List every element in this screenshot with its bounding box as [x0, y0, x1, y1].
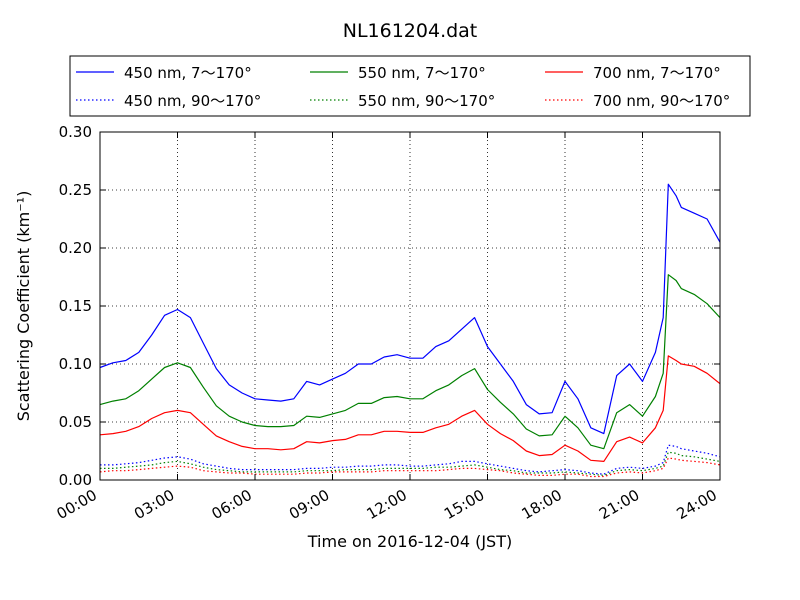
- series-line-1: [99, 183, 721, 435]
- y-tick-label: 0.20: [59, 239, 92, 257]
- series-line-4: [100, 451, 721, 476]
- y-tick-label: 0.30: [59, 123, 92, 141]
- legend-label: 550 nm, 90～170°: [358, 92, 495, 110]
- y-tick-label: 0.00: [59, 471, 92, 489]
- x-axis-label: Time on 2016-12-04 (JST): [307, 532, 512, 551]
- series-line-6: [99, 457, 721, 478]
- grid: [100, 132, 720, 480]
- legend-label: 450 nm, 90～170°: [124, 92, 261, 110]
- plot-area: 00:00 03:00 06:00 09:00 12:00 15:00 18:00 21:00…: [54, 123, 721, 523]
- legend-label: 450 nm, 7～170°: [124, 64, 252, 82]
- series-line-3: [99, 274, 721, 450]
- legend-label: 700 nm, 7～170°: [593, 64, 721, 82]
- y-tick-label: 0.10: [59, 355, 92, 373]
- y-axis-label: Scattering Coefficient (km⁻¹): [14, 191, 33, 422]
- series-lines: [99, 183, 721, 478]
- legend-label: 700 nm, 90～170°: [593, 92, 730, 110]
- y-tick-label: 0.15: [59, 297, 92, 315]
- series-line-2: [100, 444, 721, 475]
- legend-frame: [69, 55, 751, 117]
- y-tick-label: 0.05: [59, 413, 92, 431]
- y-tick-label: 0.25: [59, 181, 92, 199]
- legend-label: 550 nm, 7～170°: [358, 64, 486, 82]
- chart-title: NL161204.dat: [343, 20, 478, 42]
- series-line-5: [99, 355, 721, 462]
- legend: 450 nm, 7～170° 450 nm, 90～170° 550 nm, 7～1…: [69, 55, 751, 117]
